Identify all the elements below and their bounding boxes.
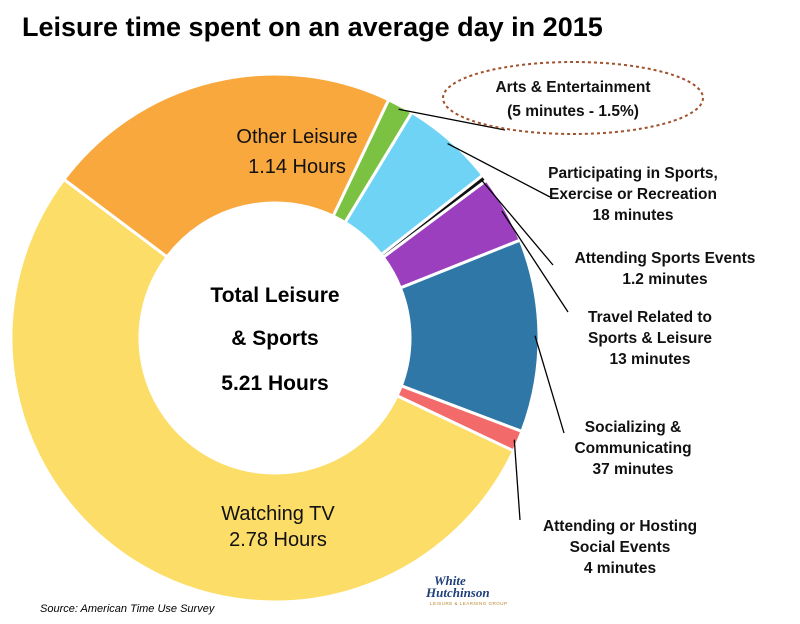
arts-callout-ellipse bbox=[442, 61, 704, 135]
label-hosting-line-1: Social Events bbox=[570, 539, 671, 556]
center-total-line3: 5.21 Hours bbox=[221, 372, 328, 395]
leader-lines bbox=[398, 108, 569, 521]
slice-tv bbox=[9, 177, 516, 604]
logo-line1: White bbox=[434, 573, 466, 588]
white-hutchinson-logo: White Hutchinson LEISURE & LEARNING GROU… bbox=[425, 573, 508, 606]
label-hosting: Attending or Hosting Social Events 4 minut… bbox=[543, 518, 697, 577]
leader-arts bbox=[398, 108, 506, 131]
label-tv-line-0: Watching TV bbox=[221, 503, 335, 525]
source-note: Source: American Time Use Survey bbox=[40, 603, 216, 615]
label-travel-line-1: Sports & Leisure bbox=[588, 330, 712, 347]
label-sports-line-0: Participating in Sports, bbox=[548, 165, 718, 182]
label-travel-line-0: Travel Related to bbox=[588, 309, 712, 326]
label-other-line-0: Other Leisure bbox=[236, 126, 357, 148]
label-attending-line-0: Attending Sports Events bbox=[575, 250, 756, 267]
label-hosting-line-2: 4 minutes bbox=[584, 560, 656, 577]
logo-line2: Hutchinson bbox=[425, 585, 490, 600]
label-hosting-line-0: Attending or Hosting bbox=[543, 518, 697, 535]
label-sports-line-2: 18 minutes bbox=[593, 207, 674, 224]
donut-slices bbox=[9, 72, 541, 604]
label-tv: Watching TV 2.78 Hours bbox=[221, 503, 335, 551]
center-total-line1: Total Leisure bbox=[210, 284, 339, 307]
slice-labels: Arts & Entertainment (5 minutes - 1.5%) Pa… bbox=[221, 79, 755, 577]
label-attending-line-1: 1.2 minutes bbox=[622, 271, 707, 288]
label-other: Other Leisure 1.14 Hours bbox=[236, 126, 357, 178]
label-sports-line-1: Exercise or Recreation bbox=[549, 186, 717, 203]
label-arts-line-1: (5 minutes - 1.5%) bbox=[507, 103, 639, 120]
label-attending: Attending Sports Events 1.2 minutes bbox=[575, 250, 756, 288]
label-tv-line-1: 2.78 Hours bbox=[229, 529, 327, 551]
chart-title: Leisure time spent on an average day in … bbox=[22, 12, 603, 42]
label-socializing-line-2: 37 minutes bbox=[593, 461, 674, 478]
label-arts-line-0: Arts & Entertainment bbox=[495, 79, 650, 96]
label-sports: Participating in Sports, Exercise or Recr… bbox=[548, 165, 718, 224]
slice-other bbox=[61, 72, 391, 259]
leader-hosting bbox=[513, 439, 521, 521]
leader-travel bbox=[501, 210, 569, 313]
label-socializing-line-1: Communicating bbox=[574, 440, 691, 457]
label-travel: Travel Related to Sports & Leisure 13 minu… bbox=[588, 309, 712, 368]
label-arts: Arts & Entertainment (5 minutes - 1.5%) bbox=[495, 79, 650, 120]
leader-socializing bbox=[534, 335, 565, 434]
label-socializing-line-0: Socializing & bbox=[585, 419, 681, 436]
label-travel-line-2: 13 minutes bbox=[610, 351, 691, 368]
leader-sports bbox=[447, 142, 551, 198]
center-total-line2: & Sports bbox=[231, 327, 319, 350]
leader-attending bbox=[481, 179, 554, 266]
label-other-line-1: 1.14 Hours bbox=[248, 156, 346, 178]
logo-tagline: LEISURE & LEARNING GROUP bbox=[430, 601, 508, 606]
label-socializing: Socializing & Communicating 37 minutes bbox=[574, 419, 691, 478]
